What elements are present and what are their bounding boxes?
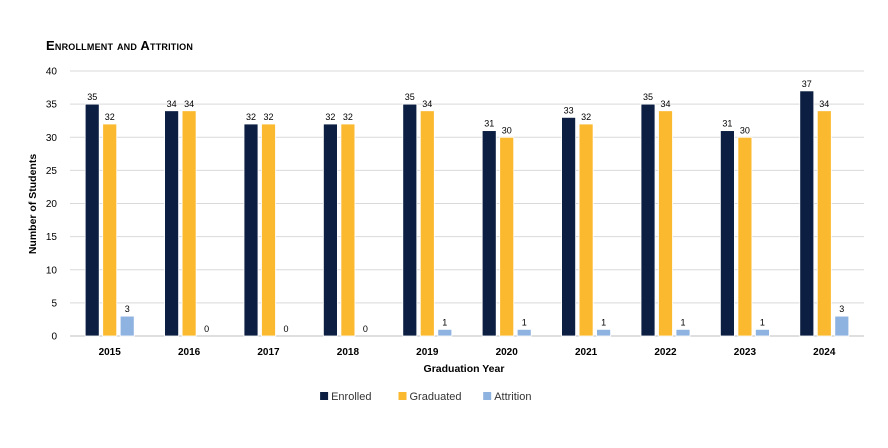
data-label: 30 [502,125,512,135]
bar-enrolled-2020 [481,130,497,337]
legend-label-graduated: Graduated [410,391,462,403]
x-tick-label: 2024 [813,347,836,358]
data-label: 30 [740,125,750,135]
bar-graduated-2019 [419,110,435,337]
y-axis-label: Number of Students [27,154,39,254]
data-label: 32 [325,112,335,122]
data-label: 35 [87,92,97,102]
bar-enrolled-2015 [84,103,100,337]
data-label: 33 [564,105,574,115]
bar-attrition-2024 [834,315,850,337]
data-label: 0 [283,324,288,334]
y-tick-label: 30 [46,133,58,144]
data-label: 0 [363,324,368,334]
bar-graduated-2016 [181,110,197,337]
data-label: 1 [601,317,606,327]
y-tick-label: 5 [51,298,57,309]
y-tick-label: 20 [46,199,58,210]
chart-title: Enrollment and Attrition [46,38,193,53]
legend-label-enrolled: Enrolled [331,391,371,403]
data-label: 1 [522,317,527,327]
x-axis-label: Graduation Year [424,363,505,375]
data-label: 34 [422,99,432,109]
x-tick-label: 2017 [257,347,280,358]
bar-enrolled-2018 [322,123,338,337]
legend-swatch-enrolled [320,392,329,400]
data-label: 34 [167,99,177,109]
bars [84,90,850,337]
data-label: 32 [263,112,273,122]
data-label: 37 [802,79,812,89]
bar-graduated-2024 [816,110,832,337]
y-axis-ticks: 0 5 10 15 20 25 30 35 40 [46,67,58,343]
bar-graduated-2023 [737,136,753,337]
y-tick-label: 15 [46,232,58,243]
data-label: 1 [680,317,685,327]
data-label: 32 [343,112,353,122]
data-label: 1 [442,317,447,327]
data-label: 32 [581,112,591,122]
bar-graduated-2020 [499,136,515,337]
data-label: 34 [819,99,829,109]
bar-graduated-2021 [578,123,594,337]
bar-attrition-2020 [516,328,532,337]
bar-enrolled-2021 [561,116,576,337]
data-label: 32 [105,112,115,122]
bar-attrition-2015 [119,315,135,337]
y-tick-label: 25 [46,166,58,177]
legend-label-attrition: Attrition [494,391,531,403]
data-label: 31 [484,119,494,129]
y-tick-label: 0 [51,332,57,343]
x-tick-label: 2016 [178,347,201,358]
x-tick-label: 2022 [654,347,677,358]
bar-graduated-2022 [658,110,673,337]
x-tick-label: 2018 [337,347,360,358]
bar-enrolled-2023 [720,130,735,337]
x-axis-ticks: 2015 2016 2017 2018 2019 2020 2021 2022 2023 2024 [99,347,836,358]
x-tick-label: 2019 [416,347,439,358]
x-tick-label: 2015 [99,347,122,358]
x-tick-label: 2023 [734,347,757,358]
data-label: 34 [660,99,670,109]
bar-enrolled-2017 [243,123,259,337]
bar-attrition-2019 [437,328,453,337]
data-label: 35 [405,92,415,102]
x-tick-label: 2020 [496,347,519,358]
legend-swatch-graduated [398,392,407,400]
data-label: 3 [839,304,844,314]
data-label: 1 [760,317,765,327]
y-tick-label: 35 [46,100,58,111]
bar-graduated-2015 [102,123,118,337]
y-tick-label: 10 [46,265,58,276]
bar-attrition-2023 [755,328,770,337]
bar-enrolled-2024 [799,90,815,337]
data-label: 0 [204,324,209,334]
y-tick-label: 40 [46,67,58,78]
bar-enrolled-2016 [164,110,180,337]
gridlines [70,70,864,337]
bar-enrolled-2022 [640,103,656,337]
bar-enrolled-2019 [402,103,418,337]
legend: Enrolled Graduated Attrition [320,391,531,403]
data-label: 35 [643,92,653,102]
bar-graduated-2018 [340,123,356,337]
data-label: 31 [722,119,732,129]
x-tick-label: 2021 [575,347,598,358]
data-label: 34 [184,99,194,109]
data-label: 32 [246,112,256,122]
legend-swatch-attrition [483,392,492,400]
bar-graduated-2017 [261,123,276,337]
bar-attrition-2022 [675,328,691,337]
bar-attrition-2021 [596,328,611,337]
data-label: 3 [125,304,130,314]
